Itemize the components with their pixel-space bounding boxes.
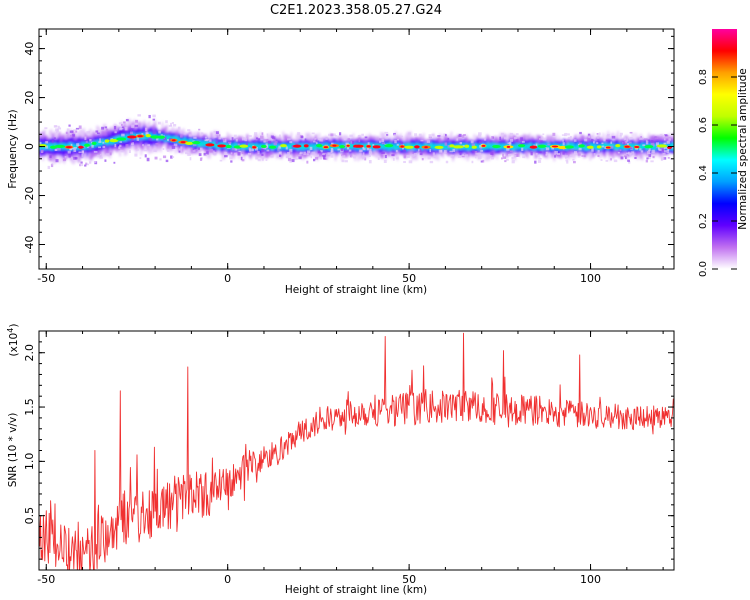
x-tick-label: -50	[37, 573, 55, 586]
y-tick-label: 1.0	[23, 453, 36, 471]
x-tick-label: -50	[37, 272, 55, 285]
colorbar-ticks: 0.0 0.2 0.4 0.6 0.8	[698, 69, 737, 277]
colorbar: 0.0 0.2 0.4 0.6 0.8 Normalized spectral ampl…	[698, 29, 749, 277]
snr-x-axis: -50 0 50 100	[37, 331, 664, 586]
y-tick-label: 1.5	[23, 398, 36, 416]
y-tick-label: 40	[23, 42, 36, 56]
snr-x-label: Height of straight line (km)	[285, 584, 427, 596]
y-tick-label: 0.5	[23, 507, 36, 525]
colorbar-tick-label: 0.2	[698, 213, 709, 229]
colorbar-gradient	[712, 29, 737, 269]
spectrogram-frame	[38, 28, 675, 270]
colorbar-tick-label: 0.6	[698, 117, 709, 133]
spectrogram-y-axis: -40 -20 0 20 40	[23, 35, 674, 258]
x-tick-label: 50	[402, 272, 416, 285]
figure-title: C2E1.2023.358.05.27.G24	[270, 3, 442, 18]
x-tick-label: 0	[224, 272, 231, 285]
snr-panel: -50 0 50 100 0.5 1.0 1.5 2.0 Height of straigh…	[6, 324, 675, 596]
x-tick-label: 0	[224, 573, 231, 586]
y-tick-label: 0	[23, 143, 36, 150]
spectrogram-x-label: Height of straight line (km)	[285, 284, 427, 296]
spectrogram-x-axis: -50 0 50 100	[37, 29, 664, 285]
y-tick-label: -20	[23, 187, 36, 205]
x-tick-label: 100	[580, 573, 601, 586]
y-tick-label: 2.0	[23, 344, 36, 362]
y-tick-label: 20	[23, 91, 36, 105]
x-tick-label: 50	[402, 573, 416, 586]
snr-y-axis: 0.5 1.0 1.5 2.0	[23, 341, 674, 560]
spectrogram-y-label: Frequency (Hz)	[7, 109, 19, 188]
snr-series-line	[39, 332, 674, 570]
colorbar-label: Normalized spectral amplitude	[737, 68, 749, 229]
snr-y-label: SNR (10 * v/v)	[7, 413, 19, 488]
colorbar-tick-label: 0.4	[698, 165, 709, 181]
snr-frame	[38, 330, 675, 571]
y-tick-label: -40	[23, 236, 36, 254]
spectrogram-panel: -50 0 50 100 -40 -20 0 20 40 Height of straight…	[7, 28, 675, 296]
snr-y-multiplier: (x104)	[6, 324, 20, 357]
x-tick-label: 100	[580, 272, 601, 285]
spectrogram-heatmap	[39, 114, 674, 170]
colorbar-tick-label: 0.0	[698, 261, 709, 277]
colorbar-tick-label: 0.8	[698, 69, 709, 85]
